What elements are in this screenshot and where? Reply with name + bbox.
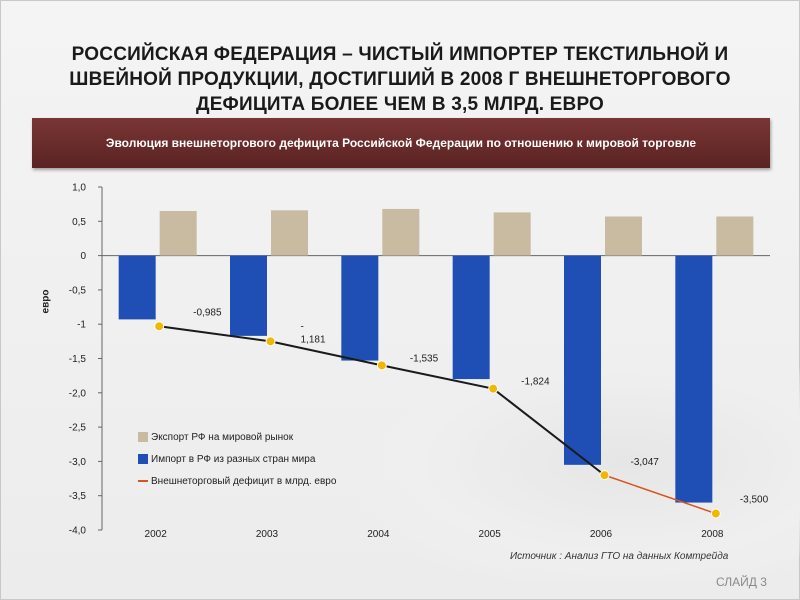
deficit-data-label: -3,500: [740, 495, 769, 506]
x-tick-label: 2008: [701, 529, 724, 540]
legend-swatch-import: [138, 454, 148, 464]
title-line-1: РОССИЙСКАЯ ФЕДЕРАЦИЯ – ЧИСТЫЙ ИМПОРТЕР Т…: [71, 44, 729, 65]
deficit-data-label: -1,824: [521, 377, 550, 388]
y-tick-label: -2,5: [69, 423, 87, 434]
legend-item-deficit: Внешнеторговый дефицит в млрд. евро: [138, 470, 336, 492]
deficit-data-label: -3,047: [631, 457, 660, 468]
legend-label-deficit: Внешнеторговый дефицит в млрд. евро: [151, 475, 337, 487]
legend-line-deficit: [138, 480, 148, 482]
deficit-marker: [265, 336, 276, 347]
y-tick-label: -3,0: [69, 457, 87, 468]
legend-label-export: Экспорт РФ на мировой рынок: [151, 431, 294, 443]
import-bar: [452, 255, 490, 380]
legend-item-import: Импорт в РФ из разных стран мира: [138, 448, 336, 470]
import-bar: [118, 255, 156, 320]
chart-legend: Экспорт РФ на мировой рынок Импорт в РФ …: [138, 426, 336, 492]
import-bar: [675, 255, 713, 503]
y-tick-label: -1: [77, 320, 86, 331]
export-bar: [159, 211, 197, 256]
y-tick-label: -0,5: [69, 285, 87, 296]
y-tick-label: 0: [80, 251, 86, 262]
y-tick-label: 0,5: [72, 217, 86, 228]
y-tick-label: -1,5: [69, 354, 87, 365]
y-axis-label: евро: [40, 289, 52, 314]
banner-text: Эволюция внешнеторгового дефицита Россий…: [105, 136, 697, 150]
slide-number: СЛАЙД 3: [716, 575, 767, 589]
export-bar: [716, 216, 754, 256]
title-line-2: ШВЕЙНОЙ ПРОДУКЦИИ, ДОСТИГШИЙ В 2008 Г ВН…: [69, 69, 731, 90]
x-tick-label: 2002: [145, 529, 168, 540]
title-line-3: ДЕФИЦИТА БОЛЕЕ ЧЕМ В 3,5 МЛРД. ЕВРО: [195, 94, 605, 115]
y-tick-label: 1,0: [72, 183, 86, 194]
import-bar: [230, 255, 267, 336]
slide-title: РОССИЙСКАЯ ФЕДЕРАЦИЯ – ЧИСТЫЙ ИМПОРТЕР Т…: [40, 42, 760, 117]
export-bar: [605, 216, 642, 256]
x-tick-label: 2005: [479, 529, 502, 540]
x-tick-label: 2004: [367, 529, 390, 540]
import-bar: [341, 255, 379, 361]
y-tick-label: -3,5: [69, 491, 87, 502]
deficit-marker: [710, 508, 721, 519]
deficit-line-segment: [381, 364, 494, 390]
deficit-data-label: -0,985: [193, 307, 222, 318]
deficit-marker: [488, 383, 499, 394]
deficit-line-segment: [159, 325, 271, 343]
export-bar: [382, 208, 420, 256]
export-bar: [271, 210, 308, 256]
deficit-marker: [154, 321, 165, 332]
x-tick-label: 2006: [590, 529, 613, 540]
deficit-line-segment: [604, 474, 717, 515]
y-tick-label: -4,0: [69, 526, 87, 537]
chart-banner: Эволюция внешнеторгового дефицита Россий…: [32, 118, 770, 168]
deficit-line-segment: [492, 387, 606, 476]
deficit-marker: [599, 470, 610, 481]
deficit-data-label: -: [301, 321, 304, 332]
legend-swatch-export: [138, 432, 148, 442]
deficit-line-segment: [270, 340, 383, 367]
legend-label-import: Импорт в РФ из разных стран мира: [151, 453, 316, 465]
deficit-marker: [376, 360, 387, 371]
import-bar: [564, 255, 601, 465]
x-tick-label: 2003: [256, 529, 279, 540]
legend-item-export: Экспорт РФ на мировой рынок: [138, 426, 336, 448]
export-bar: [493, 212, 531, 256]
y-tick-label: -2,0: [69, 388, 87, 399]
source-note: Источник : Анализ ГТО на данных Комтрейд…: [510, 551, 729, 562]
deficit-data-label: 1,181: [301, 334, 326, 345]
deficit-data-label: -1,535: [410, 353, 439, 364]
